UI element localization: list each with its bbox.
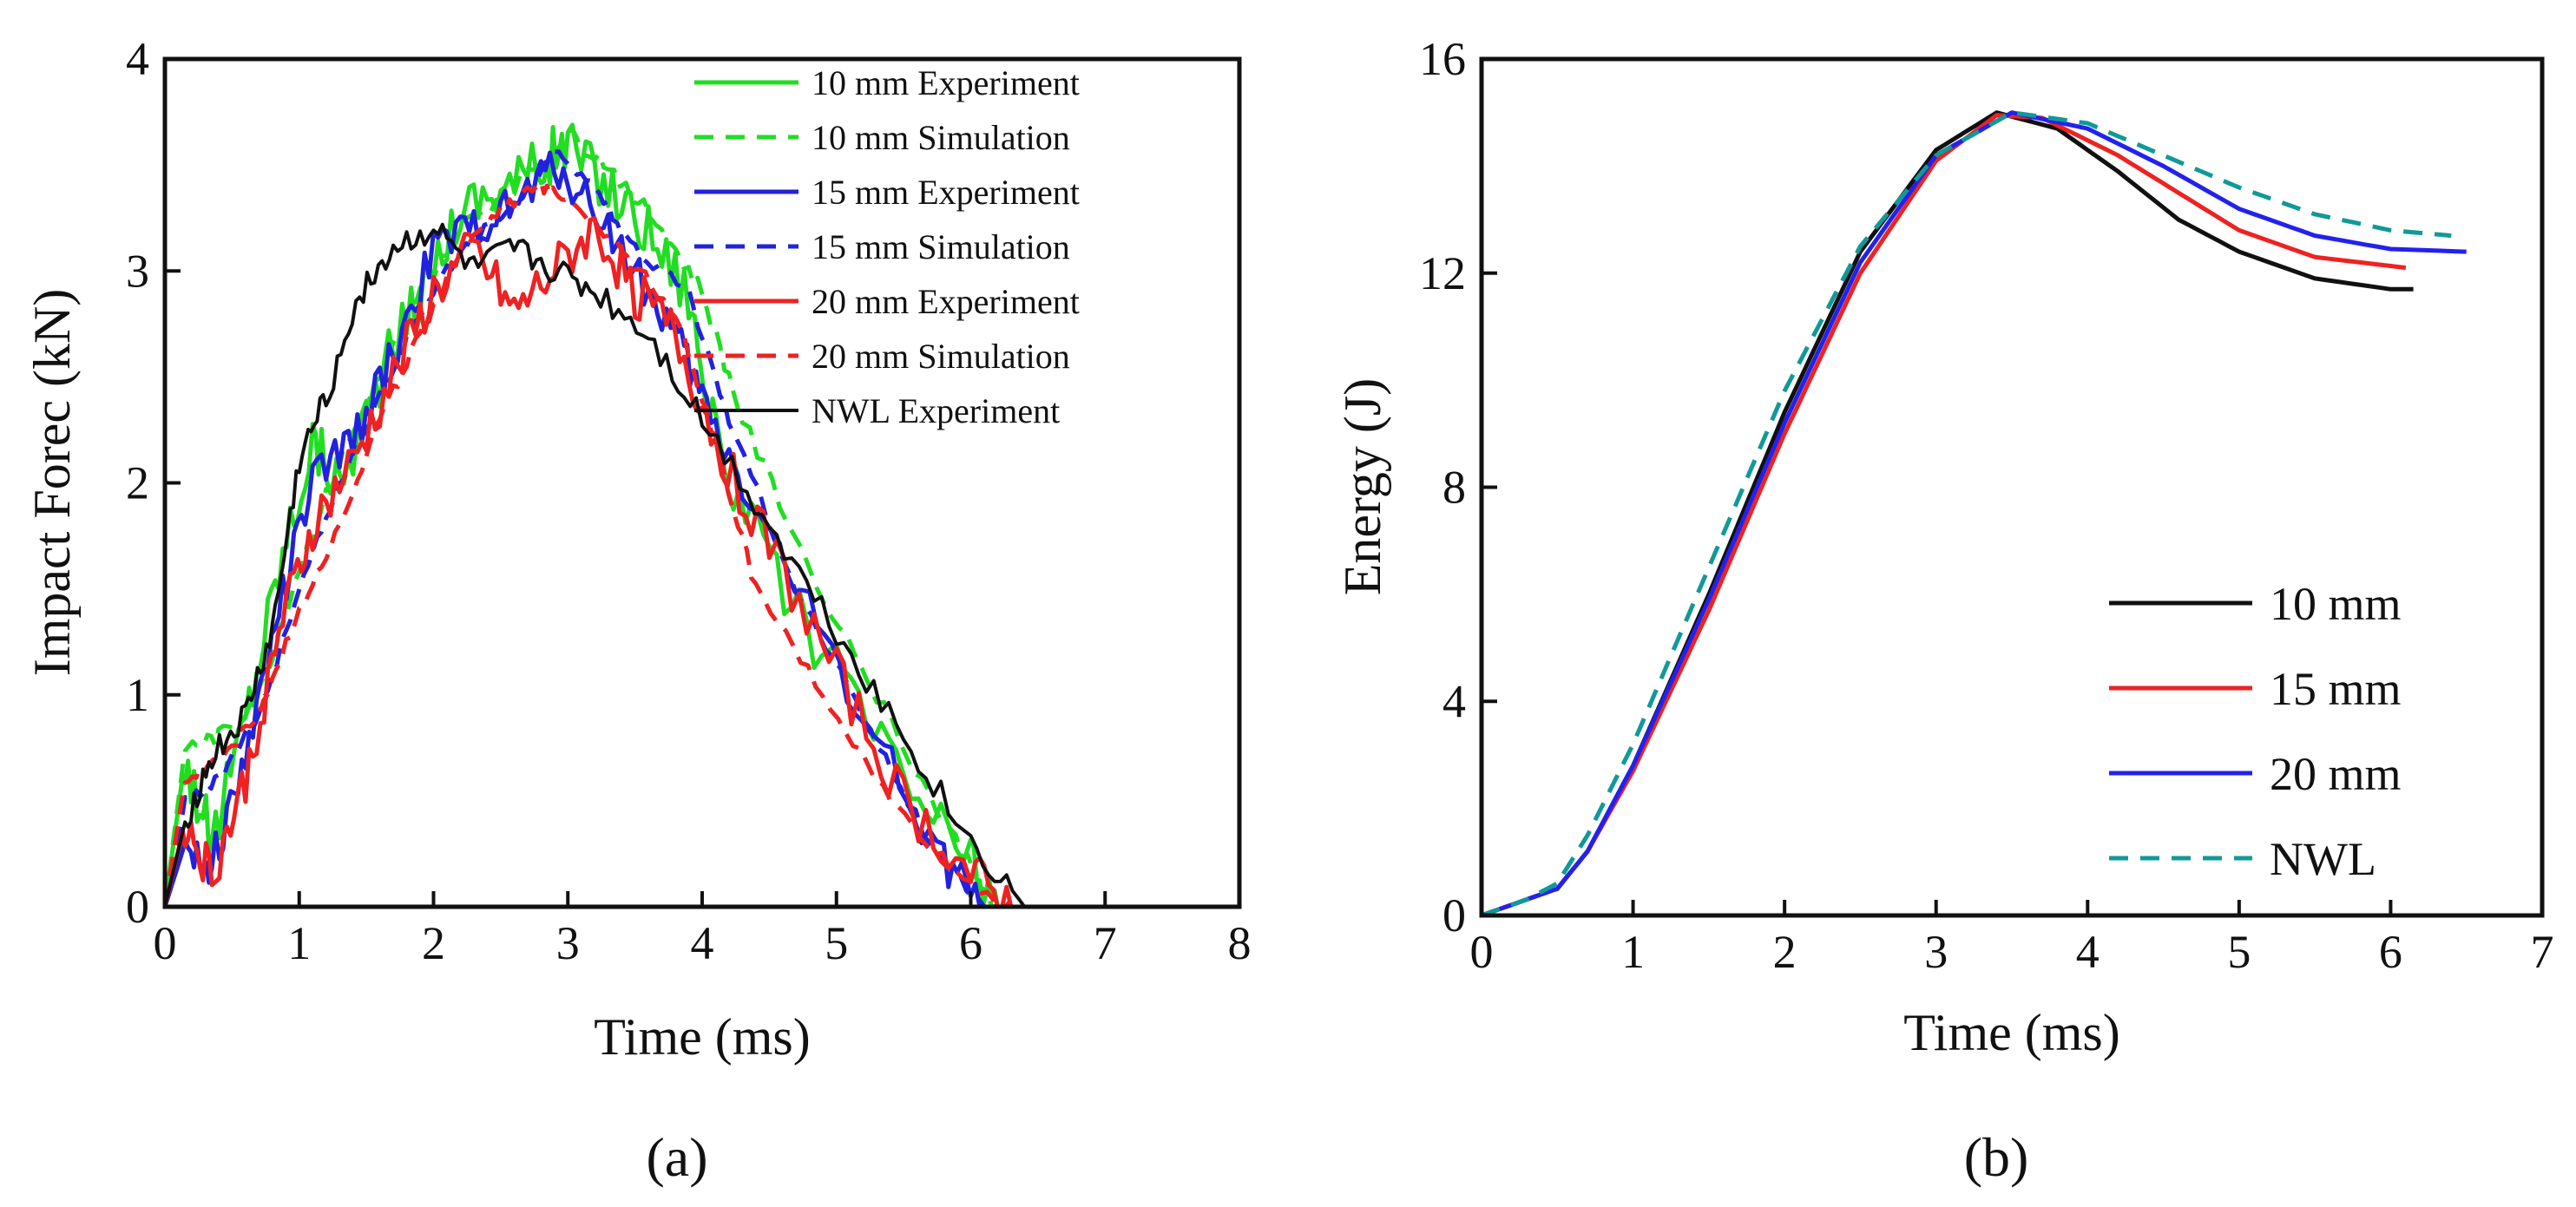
- x-tick-label: 3: [556, 917, 580, 969]
- x-tick-label: 4: [2076, 926, 2100, 978]
- series-group-b: [1481, 110, 2467, 918]
- caption-a: (a): [646, 1126, 707, 1188]
- y-ticks-b: 0 4 8 12 16: [1419, 33, 1497, 941]
- x-tick-label: 3: [1924, 926, 1948, 978]
- y-tick-label: 8: [1442, 462, 1466, 514]
- x-tick-label: 4: [691, 917, 714, 969]
- legend-label: NWL: [2270, 833, 2376, 885]
- legend-label: 15 mm Experiment: [812, 173, 1080, 212]
- x-tick-label: 1: [1621, 926, 1645, 978]
- y-tick-label: 1: [126, 669, 149, 721]
- x-tick-label: 6: [959, 917, 982, 969]
- legend-label: 20 mm Simulation: [812, 337, 1070, 376]
- x-tick-label: 1: [287, 917, 311, 969]
- legend-label: 10 mm Simulation: [812, 118, 1070, 157]
- y-tick-label: 0: [126, 881, 149, 933]
- legend-label: 15 mm: [2270, 663, 2402, 715]
- y-axis-title-b: Energy (J): [1334, 378, 1391, 596]
- series-line-a-15-mm-simulation: [162, 149, 987, 909]
- y-tick-label: 4: [1442, 675, 1466, 727]
- series-line-a-20-mm-experiment: [162, 216, 1014, 909]
- series-line-b-15-mm: [1481, 113, 2407, 918]
- y-tick-label: 3: [126, 245, 149, 297]
- x-tick-label: 0: [154, 917, 177, 969]
- y-tick-label: 0: [1442, 889, 1466, 941]
- legend-label: 20 mm Experiment: [812, 282, 1080, 321]
- legend-label: 15 mm Simulation: [812, 227, 1070, 266]
- x-tick-label: 7: [2531, 926, 2554, 978]
- x-tick-label: 5: [2227, 926, 2251, 978]
- legend-b: 10 mm 15 mm 20 mm NWL: [2109, 578, 2402, 885]
- y-ticks-a: 0 1 2 3 4: [126, 33, 181, 933]
- x-tick-label: 7: [1094, 917, 1117, 969]
- panel-a: 0 1 2 3 4 5 6 7 8 0 1 2 3 4 Time (ms) Impact Forec (…: [23, 33, 1252, 1188]
- legend-label: 10 mm: [2270, 578, 2402, 630]
- series-line-b-nwl: [1481, 110, 2452, 918]
- series-group-a: [162, 122, 1027, 909]
- y-axis-title-a: Impact Forec (kN): [23, 289, 81, 676]
- legend-label: 10 mm Experiment: [812, 63, 1080, 102]
- x-tick-label: 6: [2379, 926, 2402, 978]
- y-tick-label: 12: [1419, 247, 1466, 299]
- x-tick-label: 5: [825, 917, 848, 969]
- legend-label: 20 mm: [2270, 748, 2402, 800]
- legend-label: NWL Experiment: [812, 391, 1060, 430]
- x-tick-label: 8: [1228, 917, 1252, 969]
- x-tick-label: 0: [1470, 926, 1494, 978]
- y-tick-label: 2: [126, 457, 149, 509]
- x-tick-label: 2: [422, 917, 445, 969]
- x-ticks-a: 0 1 2 3 4 5 6 7 8: [154, 891, 1252, 969]
- caption-b: (b): [1964, 1126, 2029, 1188]
- y-tick-label: 16: [1419, 33, 1466, 85]
- x-ticks-b: 0 1 2 3 4 5 6 7: [1470, 900, 2554, 978]
- x-tick-label: 2: [1773, 926, 1797, 978]
- x-axis-title-b: Time (ms): [1903, 1004, 2120, 1061]
- legend-a: 10 mm Experiment 10 mm Simulation 15 mm Ex…: [694, 63, 1080, 430]
- series-line-b-20-mm: [1481, 110, 2467, 918]
- y-tick-label: 4: [126, 33, 149, 85]
- x-axis-title-a: Time (ms): [594, 1008, 811, 1066]
- series-line-a-nwl-experiment: [163, 222, 1027, 909]
- series-line-a-20-mm-simulation: [162, 179, 1013, 909]
